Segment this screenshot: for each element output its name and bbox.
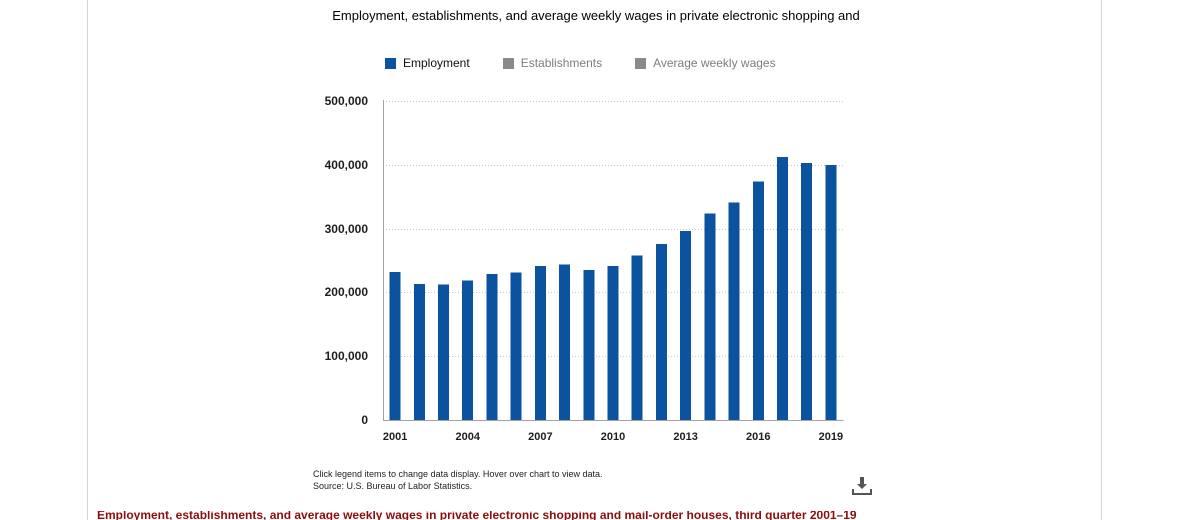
bar-employment-2004[interactable] bbox=[462, 280, 474, 420]
legend-swatch-average-weekly-wages bbox=[635, 57, 647, 69]
y-tick-label-500000: 500,000 bbox=[325, 94, 369, 108]
chart-caption: Employment, establishments, and average … bbox=[97, 511, 857, 520]
legend-label-employment: Employment bbox=[403, 56, 470, 70]
bar-employment-2013[interactable] bbox=[680, 231, 692, 420]
legend-item-establishments[interactable]: Establishments bbox=[502, 56, 603, 70]
legend-label-average-weekly-wages: Average weekly wages bbox=[653, 56, 776, 70]
bar-employment-2007[interactable] bbox=[534, 266, 546, 420]
y-tick-label-200000: 200,000 bbox=[325, 285, 369, 299]
bar-employment-2006[interactable] bbox=[510, 272, 522, 420]
download-tray bbox=[852, 489, 872, 495]
bar-employment-2011[interactable] bbox=[631, 255, 643, 420]
chart-plot-area[interactable]: 0 100,000 200,000 300,000 400,000 500,000 2001… bbox=[300, 90, 860, 450]
bar-employment-2008[interactable] bbox=[559, 264, 571, 420]
legend-item-employment[interactable]: Employment bbox=[385, 56, 470, 70]
y-tick-label-400000: 400,000 bbox=[325, 158, 369, 172]
x-tick-label-2004: 2004 bbox=[455, 431, 480, 443]
chart-legend: Employment Establishments Average weekly… bbox=[385, 56, 809, 70]
legend-item-average-weekly-wages[interactable]: Average weekly wages bbox=[635, 56, 776, 70]
y-tick-label-0: 0 bbox=[361, 413, 368, 427]
x-tick-label-2010: 2010 bbox=[601, 431, 625, 443]
bar-employment-2016[interactable] bbox=[752, 181, 764, 420]
content-frame bbox=[87, 0, 1102, 520]
chart-notes: Click legend items to change data displa… bbox=[313, 468, 602, 492]
bar-employment-2009[interactable] bbox=[583, 270, 595, 420]
bar-employment-2015[interactable] bbox=[728, 202, 740, 420]
x-tick-label-2001: 2001 bbox=[383, 431, 407, 443]
y-tick-label-300000: 300,000 bbox=[325, 222, 369, 236]
chart-title: Employment, establishments, and average … bbox=[332, 8, 860, 23]
bar-employment-2003[interactable] bbox=[438, 284, 450, 420]
bar-employment-2014[interactable] bbox=[704, 213, 716, 420]
bar-employment-2005[interactable] bbox=[486, 273, 498, 420]
legend-label-establishments: Establishments bbox=[520, 56, 603, 70]
x-tick-label-2013: 2013 bbox=[673, 431, 697, 443]
bar-employment-2001[interactable] bbox=[389, 271, 401, 420]
chart-instructions: Click legend items to change data displa… bbox=[313, 469, 603, 479]
bar-employment-2019[interactable] bbox=[825, 164, 837, 420]
download-arrow bbox=[857, 477, 867, 489]
y-tick-label-100000: 100,000 bbox=[325, 349, 369, 363]
bar-employment-2017[interactable] bbox=[776, 157, 788, 420]
x-tick-label-2016: 2016 bbox=[746, 431, 770, 443]
bar-employment-2018[interactable] bbox=[801, 162, 813, 420]
download-button[interactable] bbox=[851, 475, 873, 497]
bar-employment-2012[interactable] bbox=[655, 243, 667, 420]
legend-swatch-establishments bbox=[502, 57, 514, 69]
download-icon[interactable] bbox=[851, 475, 873, 497]
chart-source: Source: U.S. Bureau of Labor Statistics. bbox=[313, 481, 473, 491]
x-tick-label-2019: 2019 bbox=[819, 431, 843, 443]
x-tick-label-2007: 2007 bbox=[528, 431, 552, 443]
bar-employment-2002[interactable] bbox=[413, 284, 425, 420]
legend-swatch-employment bbox=[385, 57, 396, 69]
bar-employment-2010[interactable] bbox=[607, 266, 619, 420]
